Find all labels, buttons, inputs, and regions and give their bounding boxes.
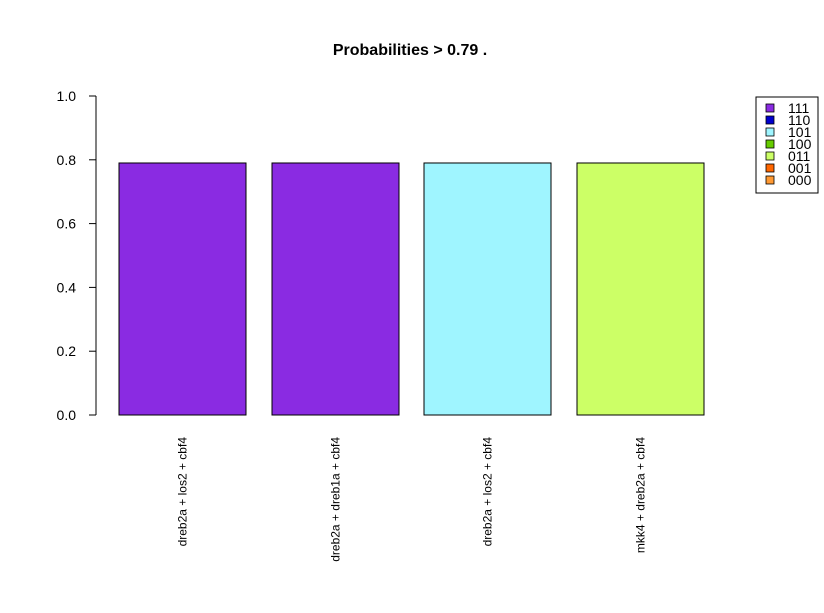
y-tick-label: 0.2 — [57, 343, 77, 359]
x-tick-label: dreb2a + los2 + cbf4 — [176, 437, 190, 547]
legend-label: 001 — [788, 160, 812, 176]
legend-swatch — [765, 151, 775, 161]
y-tick-label: 0.8 — [57, 152, 77, 168]
legend-label: 111 — [788, 100, 809, 116]
y-axis: 0.0 0.2 0.4 0.6 0.8 1.0 — [57, 88, 97, 423]
legend-swatch — [765, 139, 775, 149]
legend-label: 110 — [788, 112, 811, 128]
chart-title: Probabilities > 0.79 . — [333, 42, 487, 59]
x-tick-label: mkk4 + dreb2a + cbf4 — [634, 437, 648, 553]
x-tick-label: dreb2a + dreb1a + cbf4 — [329, 437, 343, 562]
x-axis-labels: dreb2a + los2 + cbf4 dreb2a + dreb1a + cb… — [176, 437, 648, 562]
legend-label: 000 — [788, 172, 812, 188]
legend-label: 101 — [788, 124, 812, 140]
bars — [118, 162, 705, 416]
legend-swatch — [765, 103, 775, 113]
bar — [118, 162, 247, 416]
bar — [271, 162, 400, 416]
y-tick-label: 0.4 — [57, 279, 77, 295]
x-tick-label: dreb2a + los2 + cbf4 — [481, 437, 495, 547]
legend-swatch — [765, 127, 775, 137]
legend-label: 100 — [788, 136, 812, 152]
y-tick-label: 0.6 — [57, 216, 77, 232]
bar — [576, 162, 705, 416]
legend-swatch — [765, 175, 775, 185]
legend-swatch — [765, 115, 775, 125]
bar — [423, 162, 552, 416]
legend-swatch — [765, 163, 775, 173]
y-tick-label: 1.0 — [57, 88, 77, 104]
legend-label: 011 — [788, 148, 811, 164]
y-tick-label: 0.0 — [57, 407, 77, 423]
